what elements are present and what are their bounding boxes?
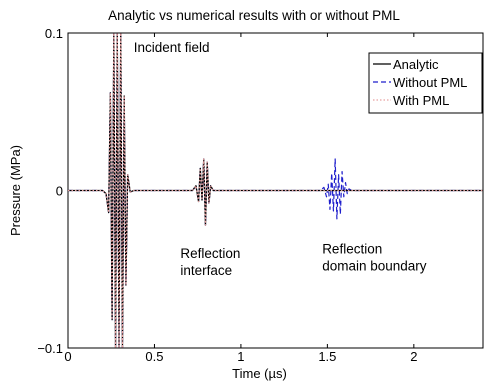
y-tick-label: −0.1	[37, 341, 63, 356]
annotation-text: Reflection domain boundary	[322, 242, 427, 274]
y-axis-label: Pressure (MPa)	[8, 145, 23, 236]
annotations: Incident field Reflection interface Reflect…	[134, 40, 427, 278]
x-tick-labels: 0 0.5 1 1.5 2	[64, 349, 417, 364]
legend-box	[368, 52, 483, 114]
legend-label: With PML	[393, 93, 449, 108]
y-tick-labels: −0.1 0 0.1	[37, 26, 63, 356]
y-tick-label: 0	[56, 184, 63, 199]
annotation-text: Reflection interface	[180, 246, 240, 278]
series-line-with-pml	[68, 33, 483, 348]
chart-title: Analytic vs numerical results with or wi…	[108, 8, 400, 23]
x-tick-label: 0	[64, 349, 71, 364]
legend-label: Analytic	[393, 57, 439, 72]
series-lines	[68, 33, 483, 348]
x-tick-label: 2	[410, 349, 417, 364]
y-tick-label: 0.1	[45, 26, 63, 41]
legend: Analytic Without PML With PML	[368, 52, 483, 114]
x-tick-label: 0.5	[145, 349, 163, 364]
x-tick-label: 1	[237, 349, 244, 364]
x-tick-label: 1.5	[318, 349, 336, 364]
x-axis-label: Time (µs)	[232, 366, 287, 381]
legend-label: Without PML	[393, 75, 467, 90]
annotation-text: Incident field	[134, 40, 210, 55]
